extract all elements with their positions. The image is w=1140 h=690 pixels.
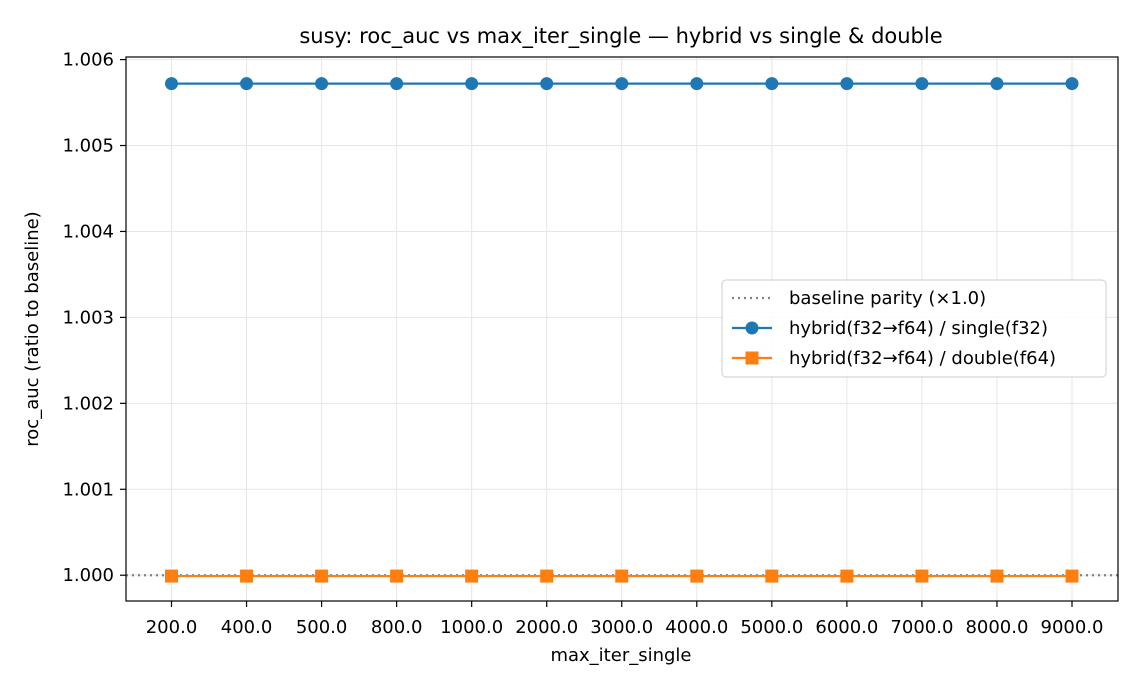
x-tick-label: 500.0 [296, 617, 348, 638]
y-axis-label: roc_auc (ratio to baseline) [22, 211, 43, 446]
chart-title: susy: roc_auc vs max_iter_single — hybri… [299, 24, 942, 49]
series-2-point [765, 569, 779, 583]
x-axis-ticks: 200.0 400.0 500.0 800.0 1000.0 2000.0 3000.0 40… [146, 601, 1104, 638]
series-2-point [990, 569, 1004, 583]
series-2-point [390, 569, 404, 583]
legend-single-marker [745, 321, 759, 335]
series-1-point [690, 77, 704, 91]
series-1-point [165, 77, 178, 91]
series-2-point [915, 569, 929, 583]
legend-baseline-label: baseline parity (×1.0) [789, 288, 986, 309]
x-tick-label: 1000.0 [440, 617, 503, 638]
series-1-point [765, 77, 779, 91]
y-tick-label: 1.004 [62, 221, 114, 242]
y-axis-ticks: 1.000 1.001 1.002 1.003 1.004 1.005 1.006 [62, 50, 126, 586]
x-axis-label: max_iter_single [550, 645, 691, 666]
series-1-point [1065, 77, 1079, 91]
series-1-point [315, 77, 329, 91]
series-2-point [615, 569, 629, 583]
series-1-point [540, 77, 554, 91]
y-tick-label: 1.003 [62, 307, 114, 328]
x-tick-label: 800.0 [371, 617, 423, 638]
series-1-point [915, 77, 929, 91]
series-2-point [840, 569, 854, 583]
x-tick-label: 6000.0 [815, 617, 878, 638]
legend-single-label: hybrid(f32→f64) / single(f32) [789, 318, 1048, 339]
series-1-point [465, 77, 479, 91]
series-layer [165, 77, 1079, 583]
series-1-point [390, 77, 404, 91]
series-2-point [240, 569, 254, 583]
y-tick-label: 1.006 [62, 50, 114, 71]
x-tick-label: 9000.0 [1041, 617, 1104, 638]
x-tick-label: 400.0 [221, 617, 273, 638]
series-2-point [540, 569, 554, 583]
x-tick-label: 200.0 [146, 617, 198, 638]
x-tick-label: 8000.0 [965, 617, 1028, 638]
series-2-point [1065, 569, 1079, 583]
series-1-point [990, 77, 1004, 91]
y-tick-label: 1.000 [62, 565, 114, 586]
x-tick-label: 3000.0 [590, 617, 653, 638]
legend-double-marker [745, 351, 759, 365]
series-2-point [690, 569, 704, 583]
legend: baseline parity (×1.0) hybrid(f32→f64) /… [721, 279, 1107, 378]
series-2-point [465, 569, 479, 583]
series-2-point [165, 569, 178, 583]
x-tick-label: 7000.0 [890, 617, 953, 638]
legend-box [721, 279, 1107, 378]
x-tick-label: 2000.0 [515, 617, 578, 638]
series-1-point [840, 77, 854, 91]
y-tick-label: 1.005 [62, 136, 114, 157]
x-tick-label: 4000.0 [665, 617, 728, 638]
series-1-point [240, 77, 254, 91]
series-1-point [615, 77, 629, 91]
x-tick-label: 5000.0 [740, 617, 803, 638]
legend-double-label: hybrid(f32→f64) / double(f64) [789, 348, 1056, 369]
y-tick-label: 1.001 [62, 479, 114, 500]
y-tick-label: 1.002 [62, 393, 114, 414]
series-2-point [315, 569, 329, 583]
